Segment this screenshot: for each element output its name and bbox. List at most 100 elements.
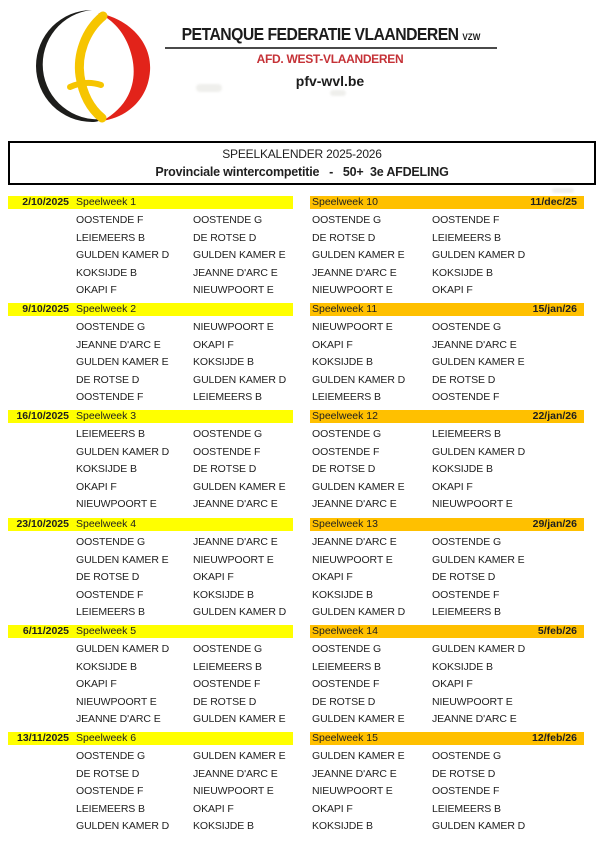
match-row: OOSTENDE G NIEUWPOORT E bbox=[76, 319, 300, 337]
logo-yellow-swoosh bbox=[74, 11, 108, 123]
match-row: OOSTENDE F OKAPI F bbox=[312, 676, 584, 694]
away-team: OOSTENDE F bbox=[432, 214, 500, 226]
home-team: OKAPI F bbox=[76, 284, 117, 297]
away-team: GULDEN KAMER E bbox=[193, 713, 286, 726]
week-label: Speelweek 2 bbox=[76, 303, 137, 315]
home-team: JEANNE D'ARC E bbox=[312, 498, 397, 511]
home-team: OOSTENDE F bbox=[312, 445, 380, 458]
week-date: 13/11/2025 bbox=[17, 732, 69, 744]
matches-list: OOSTENDE G GULDEN KAMER D LEIEMEERS B KOKSI… bbox=[310, 641, 584, 729]
away-team: NIEUWPOORT E bbox=[193, 553, 274, 566]
home-team: LEIEMEERS B bbox=[76, 231, 145, 244]
match-row: OOSTENDE G GULDEN KAMER E bbox=[76, 748, 300, 766]
week-header: 13/11/2025 Speelweek 6 bbox=[8, 732, 293, 745]
match-row: OOSTENDE G OOSTENDE F bbox=[312, 212, 584, 230]
scan-artifact bbox=[552, 188, 574, 193]
match-row: DE ROTSE D JEANNE D'ARC E bbox=[76, 766, 300, 784]
match-row: OOSTENDE F GULDEN KAMER D bbox=[312, 444, 584, 462]
week-date: 2/10/2025 bbox=[22, 196, 69, 208]
away-team: KOKSIJDE B bbox=[193, 820, 254, 833]
week-label: Speelweek 15 bbox=[312, 732, 378, 744]
home-team: OOSTENDE F bbox=[76, 588, 144, 601]
match-row: LEIEMEERS B KOKSIJDE B bbox=[312, 659, 584, 677]
week-label: Speelweek 12 bbox=[312, 410, 378, 422]
week-header: Speelweek 12 22/jan/26 bbox=[310, 410, 584, 423]
week-label: Speelweek 5 bbox=[76, 625, 137, 637]
match-row: NIEUWPOORT E JEANNE D'ARC E bbox=[76, 496, 300, 514]
week-header: 16/10/2025 Speelweek 3 bbox=[8, 410, 293, 423]
home-team: GULDEN KAMER D bbox=[76, 249, 170, 262]
logo-red-swoosh bbox=[98, 13, 151, 121]
away-team: OOSTENDE G bbox=[432, 321, 502, 333]
match-row: OOSTENDE G LEIEMEERS B bbox=[312, 426, 584, 444]
away-team: OOSTENDE G bbox=[432, 750, 502, 762]
home-team: DE ROTSE D bbox=[312, 463, 376, 476]
home-team: LEIEMEERS B bbox=[76, 428, 145, 440]
away-team: GULDEN KAMER D bbox=[193, 373, 287, 386]
calendar-subtitle: Provinciale wintercompetitie - 50+ 3e AF… bbox=[155, 165, 449, 179]
home-team: JEANNE D'ARC E bbox=[312, 767, 397, 780]
home-team: OOSTENDE F bbox=[76, 391, 144, 404]
away-team: OOSTENDE F bbox=[193, 678, 261, 691]
week-label: Speelweek 6 bbox=[76, 732, 137, 744]
away-team: LEIEMEERS B bbox=[432, 606, 501, 619]
away-team: JEANNE D'ARC E bbox=[432, 713, 517, 726]
match-row: LEIEMEERS B OOSTENDE F bbox=[312, 389, 584, 407]
week-label: Speelweek 1 bbox=[76, 196, 137, 208]
away-team: OKAPI F bbox=[193, 338, 234, 351]
match-row: KOKSIJDE B GULDEN KAMER D bbox=[312, 818, 584, 836]
matches-list: OOSTENDE G GULDEN KAMER E DE ROTSE D JEANNE… bbox=[8, 748, 300, 836]
week-block-speelweek-15: Speelweek 15 12/feb/26 GULDEN KAMER E OOSTE… bbox=[310, 732, 584, 838]
week-block-speelweek-12: Speelweek 12 22/jan/26 OOSTENDE G LEIEMEERS… bbox=[310, 410, 584, 516]
week-label: Speelweek 13 bbox=[312, 518, 378, 530]
away-team: GULDEN KAMER D bbox=[432, 445, 526, 458]
away-team: JEANNE D'ARC E bbox=[193, 767, 278, 780]
away-team: NIEUWPOORT E bbox=[193, 284, 274, 297]
away-team: OKAPI F bbox=[193, 802, 234, 815]
away-team: GULDEN KAMER E bbox=[193, 480, 286, 493]
home-team: GULDEN KAMER D bbox=[312, 606, 406, 619]
week-header: Speelweek 10 11/dec/25 bbox=[310, 196, 584, 209]
home-team: JEANNE D'ARC E bbox=[76, 338, 161, 351]
home-team: OOSTENDE G bbox=[76, 321, 146, 333]
home-team: GULDEN KAMER D bbox=[76, 643, 170, 655]
away-team: OOSTENDE G bbox=[193, 428, 263, 440]
away-team: KOKSIJDE B bbox=[432, 660, 493, 673]
match-row: GULDEN KAMER E NIEUWPOORT E bbox=[76, 552, 300, 570]
match-row: LEIEMEERS B OOSTENDE G bbox=[76, 426, 300, 444]
home-team: OOSTENDE G bbox=[76, 536, 146, 548]
home-team: NIEUWPOORT E bbox=[312, 321, 393, 333]
week-header: Speelweek 11 15/jan/26 bbox=[310, 303, 584, 316]
home-team: NIEUWPOORT E bbox=[76, 695, 157, 708]
matches-list: OOSTENDE G OOSTENDE F DE ROTSE D LEIEMEERS … bbox=[310, 212, 584, 300]
match-row: OOSTENDE F KOKSIJDE B bbox=[76, 587, 300, 605]
away-team: GULDEN KAMER E bbox=[432, 553, 525, 566]
org-name: PETANQUE FEDERATIE VLAANDEREN bbox=[181, 24, 459, 44]
matches-list: NIEUWPOORT E OOSTENDE G OKAPI F JEANNE D'AR… bbox=[310, 319, 584, 407]
match-row: DE ROTSE D OKAPI F bbox=[76, 569, 300, 587]
matches-list: GULDEN KAMER E OOSTENDE G JEANNE D'ARC E DE… bbox=[310, 748, 584, 836]
away-team: NIEUWPOORT E bbox=[193, 321, 274, 333]
away-team: GULDEN KAMER E bbox=[432, 356, 525, 369]
home-team: OOSTENDE G bbox=[76, 750, 146, 762]
match-row: JEANNE D'ARC E OKAPI F bbox=[76, 337, 300, 355]
away-team: JEANNE D'ARC E bbox=[193, 266, 278, 279]
match-row: DE ROTSE D LEIEMEERS B bbox=[312, 230, 584, 248]
home-team: GULDEN KAMER E bbox=[312, 480, 405, 493]
home-team: DE ROTSE D bbox=[312, 695, 376, 708]
away-team: DE ROTSE D bbox=[193, 695, 257, 708]
match-row: GULDEN KAMER E OOSTENDE G bbox=[312, 748, 584, 766]
week-date: 6/11/2025 bbox=[22, 625, 69, 637]
week-header: Speelweek 13 29/jan/26 bbox=[310, 518, 584, 531]
away-team: OKAPI F bbox=[432, 678, 473, 691]
away-team: NIEUWPOORT E bbox=[193, 785, 274, 798]
home-team: OOSTENDE G bbox=[312, 214, 382, 226]
away-team: OOSTENDE F bbox=[432, 588, 500, 601]
match-row: KOKSIJDE B OOSTENDE F bbox=[312, 587, 584, 605]
match-row: GULDEN KAMER E JEANNE D'ARC E bbox=[312, 711, 584, 729]
org-title-underline: PETANQUE FEDERATIE VLAANDEREN VZW bbox=[165, 24, 497, 49]
home-team: OOSTENDE G bbox=[312, 428, 382, 440]
home-team: DE ROTSE D bbox=[76, 767, 140, 780]
home-team: JEANNE D'ARC E bbox=[312, 536, 397, 548]
home-team: OKAPI F bbox=[312, 571, 353, 584]
